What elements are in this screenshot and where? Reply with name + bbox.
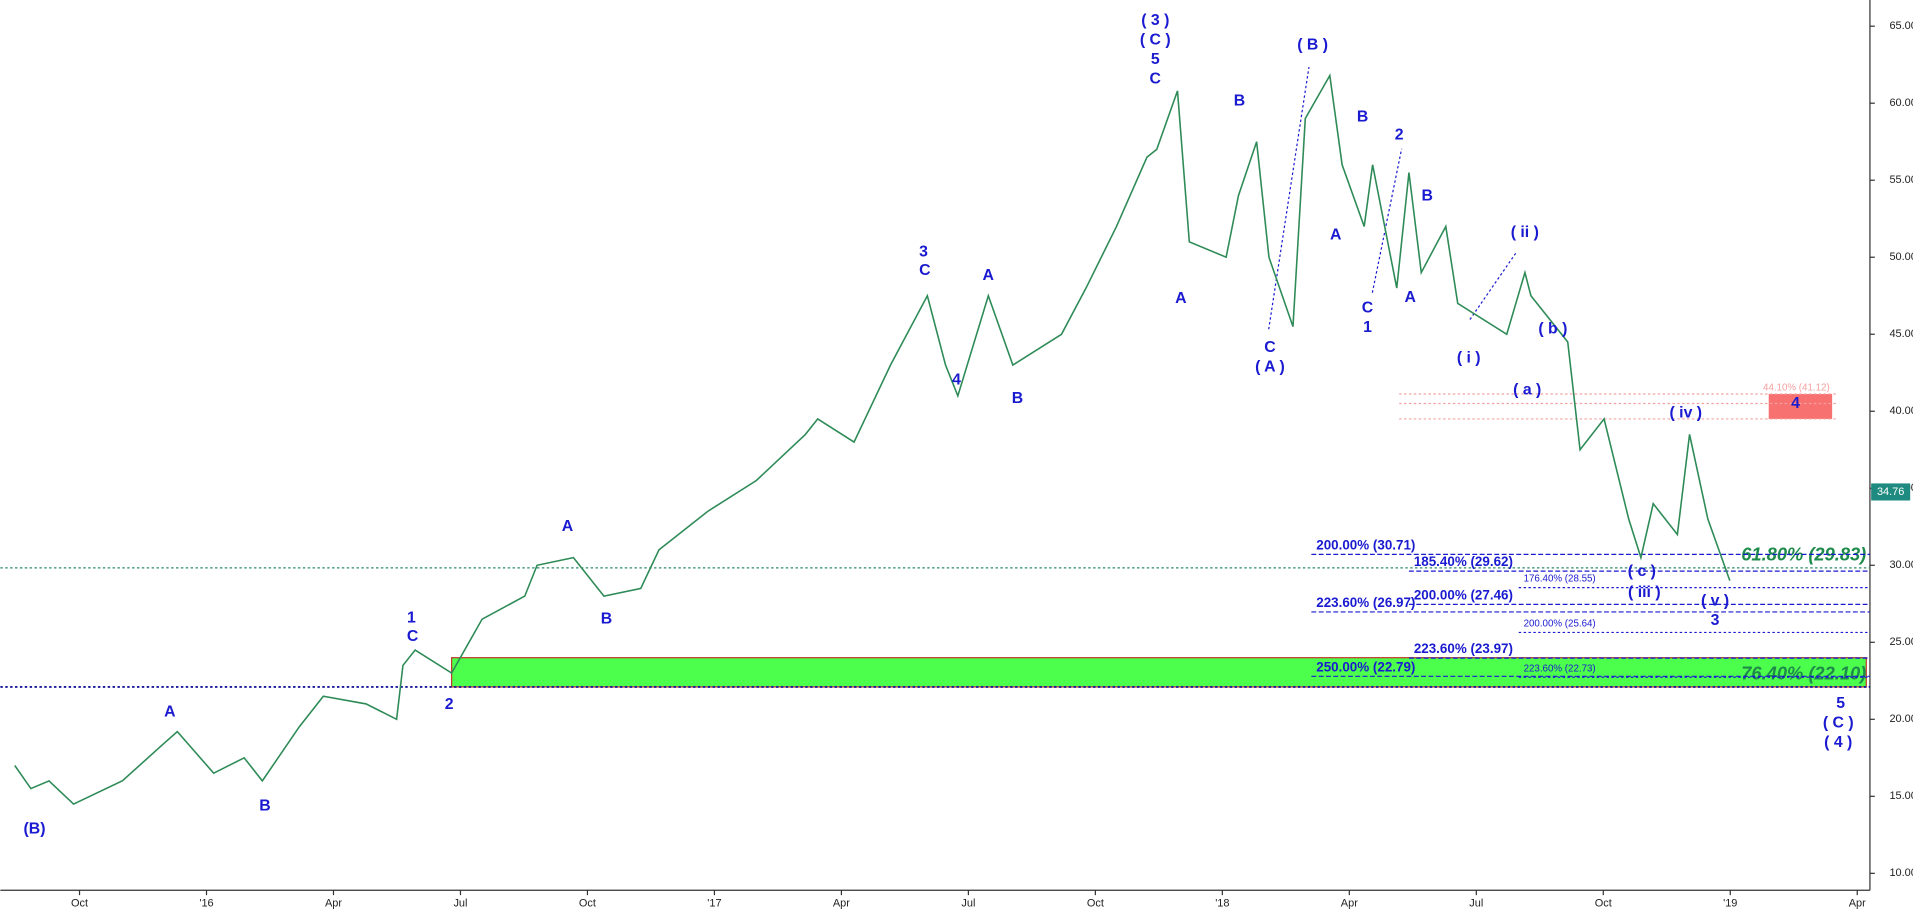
wave-label: A — [982, 267, 994, 284]
wave-label: (B) — [24, 820, 46, 837]
wave-label: C — [407, 628, 419, 645]
wave-label: A — [164, 703, 176, 720]
fib-label: 200.00% (30.71) — [1316, 537, 1415, 552]
wave-label: ( 4 ) — [1824, 734, 1852, 751]
wave-label: A — [562, 518, 574, 535]
wave-label: ( iii ) — [1628, 584, 1661, 601]
wave-label: ( i ) — [1457, 350, 1481, 367]
x-tick-label: '18 — [1215, 898, 1229, 910]
x-tick-label: Oct — [71, 898, 88, 910]
resistance-zone — [1768, 393, 1833, 419]
wave-label: A — [1330, 227, 1342, 244]
fib-label: 176.40% (28.55) — [1524, 574, 1596, 585]
fib-label: 200.00% (27.46) — [1414, 587, 1513, 602]
wave-label: 3 — [919, 244, 928, 261]
wave-label: 5 — [1151, 51, 1160, 68]
wave-label: 4 — [952, 372, 961, 389]
y-tick-label: 25.00 — [1889, 636, 1913, 648]
fib-label: 223.60% (26.97) — [1316, 595, 1415, 610]
x-tick-label: Apr — [833, 898, 850, 910]
fib-label: 250.00% (22.79) — [1316, 659, 1415, 674]
fib-label: 200.00% (25.64) — [1524, 618, 1596, 629]
wave-label: B — [1012, 390, 1023, 407]
wave-label: ( 3 ) — [1141, 12, 1169, 29]
y-tick-label: 50.00 — [1889, 251, 1913, 263]
y-tick-label: 30.00 — [1889, 559, 1913, 571]
wave-label: A — [1404, 289, 1416, 306]
wave-label: ( a ) — [1513, 381, 1541, 398]
wave-label: C — [1264, 339, 1276, 356]
x-tick-label: Oct — [579, 898, 596, 910]
wave-label: 4 — [1791, 395, 1800, 412]
wave-label: 1 — [1363, 319, 1372, 336]
x-tick-label: Jul — [1469, 898, 1483, 910]
last-price-label: 34.76 — [1877, 486, 1904, 498]
wave-label: C — [1362, 300, 1374, 317]
x-tick-label: Jul — [961, 898, 975, 910]
fib-label: 185.40% (29.62) — [1414, 554, 1513, 569]
support-zone — [450, 657, 1867, 688]
fib-label: 223.60% (23.97) — [1414, 641, 1513, 656]
wave-label: ( iv ) — [1669, 405, 1702, 422]
x-tick-label: Apr — [325, 898, 342, 910]
wave-label: B — [1422, 188, 1433, 205]
wave-label: ( ii ) — [1511, 224, 1539, 241]
x-tick-label: Apr — [1341, 898, 1358, 910]
x-tick-label: Jul — [453, 898, 467, 910]
wave-label: B — [1234, 92, 1245, 109]
y-tick-label: 65.00 — [1889, 20, 1913, 32]
y-tick-label: 45.00 — [1889, 328, 1913, 340]
wave-label: 3 — [1711, 612, 1720, 629]
wave-label: 2 — [445, 696, 454, 713]
resistance-label: 44.10% (41.12) — [1763, 382, 1830, 393]
y-tick-label: 20.00 — [1889, 713, 1913, 725]
wave-label: ( C ) — [1140, 31, 1171, 48]
x-tick-label: '16 — [199, 898, 213, 910]
wave-label: C — [919, 262, 931, 279]
y-tick-label: 15.00 — [1889, 790, 1913, 802]
wave-label: 2 — [1395, 127, 1404, 144]
wave-label: B — [1357, 108, 1368, 125]
wave-label: ( b ) — [1538, 320, 1567, 337]
last-price-tag — [1871, 483, 1911, 501]
wave-label: A — [1175, 290, 1187, 307]
major-level-label: 76.40% (22.10) — [1741, 663, 1866, 684]
wave-label: B — [259, 797, 270, 814]
wave-label: 1 — [407, 609, 416, 626]
wave-label: ( A ) — [1255, 358, 1285, 375]
wave-label: B — [601, 611, 612, 628]
x-tick-label: '19 — [1723, 898, 1737, 910]
wave-label: C — [1150, 70, 1162, 87]
wave-label: ( c ) — [1628, 563, 1656, 580]
wave-label: ( B ) — [1297, 36, 1328, 53]
x-tick-label: Oct — [1087, 898, 1104, 910]
x-tick-label: '17 — [707, 898, 721, 910]
wave-label: ( v ) — [1701, 592, 1729, 609]
x-tick-label: Oct — [1595, 898, 1612, 910]
x-tick-label: Apr — [1849, 898, 1866, 910]
y-tick-label: 60.00 — [1889, 97, 1913, 109]
trend-lines — [1268, 66, 1517, 330]
fib-label: 223.60% (22.73) — [1524, 663, 1596, 674]
y-tick-label: 40.00 — [1889, 405, 1913, 417]
y-tick-label: 10.00 — [1889, 867, 1913, 879]
wave-label: 5 — [1836, 695, 1845, 712]
wave-label: ( C ) — [1823, 714, 1854, 731]
price-line — [14, 73, 1731, 805]
y-tick-label: 55.00 — [1889, 174, 1913, 186]
